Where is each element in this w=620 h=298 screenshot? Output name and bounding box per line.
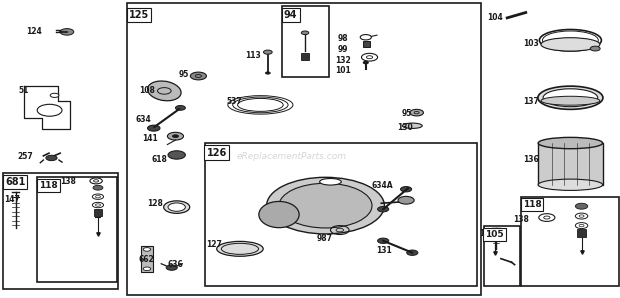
Bar (282, 6, 329, 77)
Text: 141: 141 (143, 134, 158, 143)
Bar (141, 246, 153, 272)
Circle shape (148, 125, 160, 131)
Text: 634: 634 (135, 115, 151, 124)
Bar (37, 177, 117, 282)
Bar (94, 209, 102, 216)
Text: 99: 99 (338, 45, 348, 54)
Text: 537: 537 (226, 97, 242, 106)
Circle shape (398, 196, 414, 204)
Circle shape (267, 177, 384, 234)
Text: 125: 125 (129, 10, 149, 21)
Text: 113: 113 (245, 51, 260, 60)
Circle shape (60, 29, 74, 35)
Text: 634A: 634A (372, 181, 394, 190)
Bar (577, 229, 586, 237)
Circle shape (143, 267, 151, 271)
Text: 101: 101 (335, 66, 350, 75)
Circle shape (143, 248, 151, 251)
Text: eReplacementParts.com: eReplacementParts.com (236, 152, 347, 161)
Ellipse shape (259, 201, 299, 228)
Text: 104: 104 (487, 13, 502, 22)
Text: 147: 147 (4, 195, 20, 204)
Text: 987: 987 (316, 234, 332, 243)
Circle shape (301, 31, 309, 35)
Ellipse shape (543, 89, 598, 107)
Text: 118: 118 (39, 181, 58, 190)
Circle shape (264, 50, 272, 54)
Bar (205, 143, 477, 286)
Ellipse shape (168, 203, 185, 211)
Text: 105: 105 (485, 230, 503, 239)
Circle shape (37, 104, 62, 116)
Circle shape (50, 93, 59, 97)
Circle shape (172, 135, 179, 138)
Ellipse shape (217, 241, 263, 256)
Circle shape (410, 109, 423, 116)
Circle shape (175, 105, 185, 110)
Circle shape (401, 187, 412, 192)
Circle shape (378, 238, 389, 243)
Circle shape (46, 155, 57, 161)
Text: 138: 138 (60, 177, 76, 186)
Text: 618: 618 (152, 155, 168, 164)
Circle shape (378, 207, 389, 212)
Circle shape (590, 46, 600, 51)
Text: 132: 132 (335, 56, 350, 65)
Bar (521, 197, 619, 286)
Text: 147: 147 (479, 229, 495, 238)
Text: 127: 127 (206, 240, 223, 249)
Text: 103: 103 (523, 39, 538, 48)
Circle shape (93, 185, 103, 190)
Circle shape (279, 183, 372, 228)
Text: 136: 136 (523, 155, 538, 164)
Text: 94: 94 (284, 10, 298, 21)
Circle shape (407, 250, 418, 255)
Bar (484, 226, 520, 286)
Circle shape (363, 61, 368, 64)
Text: 131: 131 (376, 246, 392, 255)
Text: 137: 137 (523, 97, 539, 106)
Bar (538, 143, 603, 185)
Circle shape (265, 72, 270, 74)
Text: 128: 128 (147, 199, 163, 208)
Text: 126: 126 (206, 148, 227, 158)
Circle shape (491, 238, 498, 242)
Ellipse shape (402, 123, 422, 128)
Ellipse shape (164, 201, 190, 213)
Circle shape (190, 72, 206, 80)
Text: 138: 138 (513, 215, 529, 224)
Circle shape (167, 132, 184, 140)
Text: 118: 118 (523, 200, 541, 209)
Text: 108: 108 (140, 86, 156, 95)
Ellipse shape (538, 86, 603, 109)
Text: 51: 51 (19, 86, 29, 95)
Text: 130: 130 (397, 123, 412, 132)
Text: 98: 98 (338, 34, 348, 43)
Ellipse shape (538, 137, 603, 149)
Circle shape (575, 203, 588, 209)
Text: 124: 124 (27, 27, 42, 36)
Text: 662: 662 (139, 255, 154, 264)
Ellipse shape (320, 179, 342, 185)
Ellipse shape (541, 96, 600, 105)
Text: 636: 636 (167, 260, 183, 269)
Ellipse shape (541, 38, 600, 51)
Circle shape (168, 151, 185, 159)
Text: 95: 95 (402, 109, 412, 118)
Bar (301, 53, 309, 60)
Bar (127, 3, 480, 295)
Text: 95: 95 (179, 70, 189, 79)
Text: 257: 257 (17, 152, 33, 161)
Text: 681: 681 (5, 177, 25, 187)
Circle shape (166, 265, 177, 270)
Bar (363, 41, 370, 47)
Bar (3, 173, 118, 289)
Ellipse shape (538, 179, 603, 190)
Ellipse shape (148, 81, 181, 101)
